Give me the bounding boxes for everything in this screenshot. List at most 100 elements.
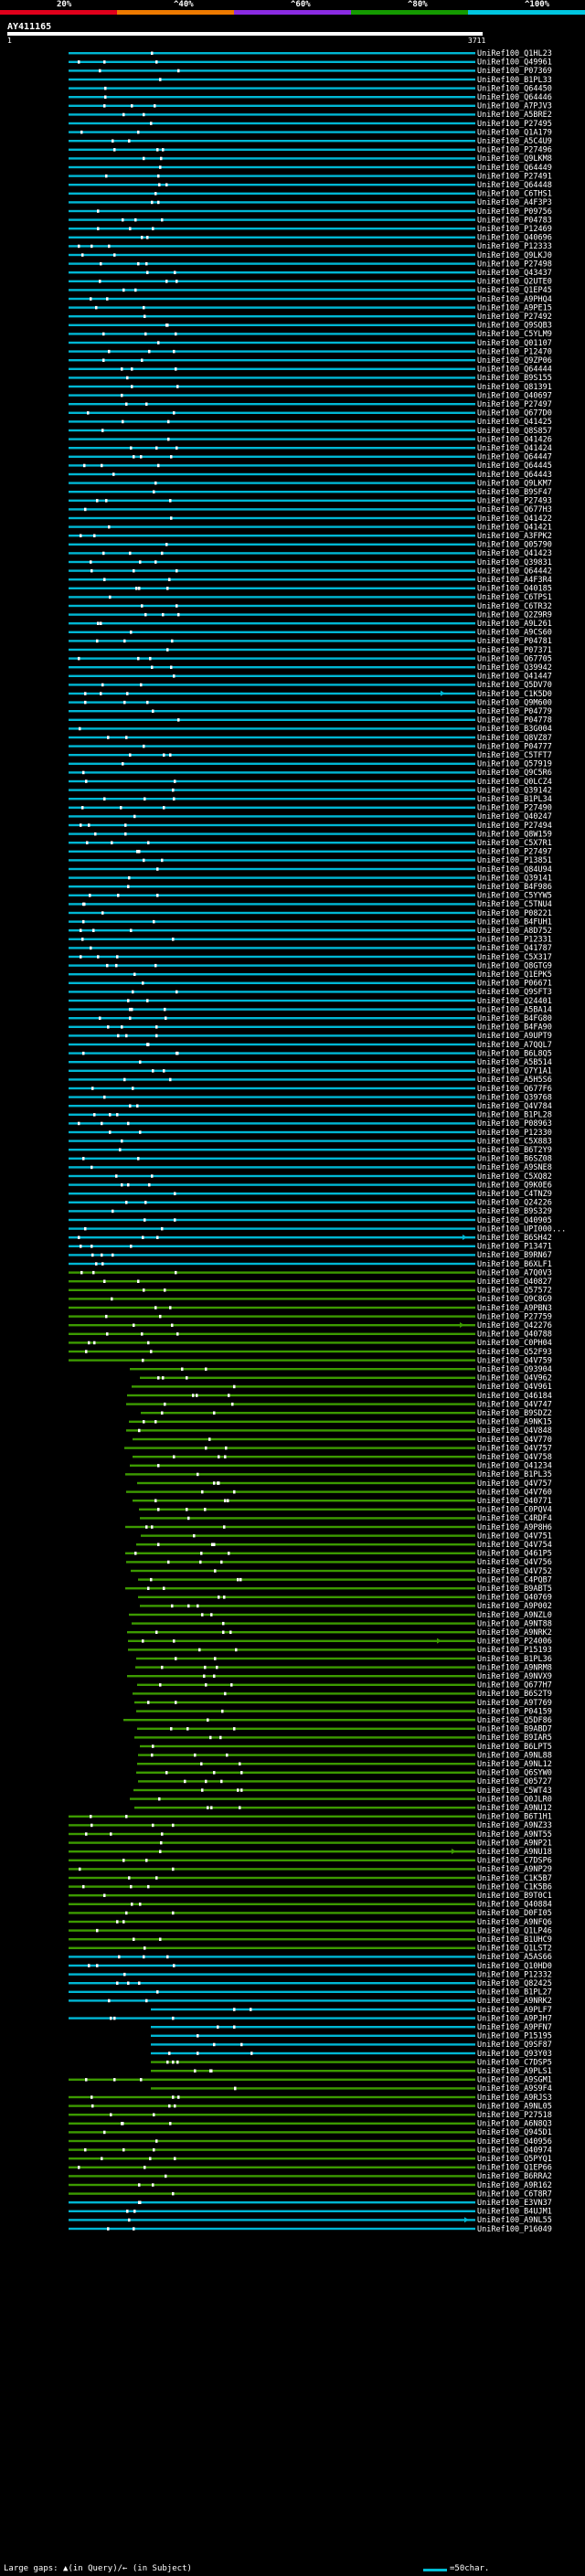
hit-row[interactable]: UniRef100_C4RDF4 [140,1514,552,1523]
hit-label[interactable]: UniRef100_Q41447 [477,673,552,682]
hit-label[interactable]: UniRef100_A4F3P3 [477,198,552,207]
hit-label[interactable]: UniRef100_B1PL33 [477,76,552,85]
alignment-bar[interactable] [69,1280,475,1283]
alignment-bar[interactable] [69,1359,475,1362]
alignment-bar[interactable] [69,604,475,608]
alignment-bar[interactable] [69,280,475,282]
hit-row[interactable]: UniRef100_A5C4U9 [69,137,552,146]
alignment-bar[interactable] [69,464,475,467]
alignment-bar[interactable] [69,359,475,362]
hit-row[interactable]: UniRef100_A9NP29 [69,1865,552,1874]
hit-label[interactable]: UniRef100_Q4V754 [477,1541,552,1550]
alignment-bar[interactable] [127,1394,475,1397]
hit-label[interactable]: UniRef100_P12330 [477,1129,552,1138]
hit-label[interactable]: UniRef100_A5H5S6 [477,1076,552,1085]
hit-row[interactable]: UniRef100_P27491 [69,172,552,181]
hit-row[interactable]: UniRef100_A9PBN3 [69,1304,552,1313]
hit-label[interactable]: UniRef100_Q64443 [477,471,552,480]
hit-row[interactable]: UniRef100_A9PLF7 [151,2006,552,2015]
alignment-bar[interactable] [69,1025,475,1028]
hit-label[interactable]: UniRef100_C1K5B7 [477,1874,552,1883]
hit-row[interactable]: UniRef100_Q41424 [69,444,552,453]
hit-row[interactable]: UniRef100_P08221 [69,909,552,918]
hit-label[interactable]: UniRef100_P07369 [477,67,552,76]
hit-row[interactable]: UniRef100_Q84U94 [69,865,552,875]
hit-label[interactable]: UniRef100_A9P8H6 [477,1523,552,1532]
hit-label[interactable]: UniRef100_A9PLS1 [477,2067,552,2076]
hit-row[interactable]: UniRef100_Q40185 [69,585,552,594]
alignment-bar[interactable] [69,1973,475,1976]
hit-label[interactable]: UniRef100_P16049 [477,2225,552,2234]
alignment-bar[interactable] [69,727,475,730]
hit-label[interactable]: UniRef100_P04778 [477,716,552,726]
hit-row[interactable]: UniRef100_A6N8Q3 [69,2120,552,2129]
hit-row[interactable]: UniRef100_C0PQV4 [139,1506,552,1515]
alignment-bar[interactable] [69,1105,475,1108]
hit-label[interactable]: UniRef100_Q4V848 [477,1426,552,1436]
hit-label[interactable]: UniRef100_D0FI05 [477,1909,552,1918]
hit-label[interactable]: UniRef100_A3FPK2 [477,532,552,541]
hit-label[interactable]: UniRef100_Q40827 [477,1277,552,1287]
alignment-bar[interactable] [69,1061,475,1064]
alignment-bar[interactable] [69,131,475,133]
hit-row[interactable]: UniRef100_Q40769 [138,1594,552,1603]
alignment-bar[interactable] [125,1552,475,1554]
hit-row[interactable]: UniRef100_A7Q0V3 [69,1268,552,1277]
hit-row[interactable]: UniRef100_Q4V751 [141,1532,552,1541]
hit-label[interactable]: UniRef100_P04777 [477,742,552,751]
hit-label[interactable]: UniRef100_A9NK15 [477,1418,552,1427]
hit-label[interactable]: UniRef100_Q67705 [477,654,552,663]
hit-row[interactable]: UniRef100_Q1EP66 [69,2164,552,2173]
hit-row[interactable]: UniRef100_A9PLS1 [151,2067,552,2076]
hit-label[interactable]: UniRef100_B4FA90 [477,1023,552,1033]
hit-row[interactable]: UniRef100_Q9ZP06 [69,356,552,366]
alignment-bar[interactable] [134,1807,475,1809]
hit-label[interactable]: UniRef100_A7Q0V3 [477,1268,552,1277]
hit-label[interactable]: UniRef100_A9R162 [477,2181,552,2190]
hit-row[interactable]: UniRef100_Q40884 [69,1901,552,1910]
hit-label[interactable]: UniRef100_C5YLM9 [477,330,552,339]
hit-label[interactable]: UniRef100_A6N8Q3 [477,2120,552,2129]
hit-label[interactable]: UniRef100_Q4V962 [477,1374,552,1383]
hit-row[interactable]: UniRef100_A9RJS3 [69,2094,552,2103]
hit-label[interactable]: UniRef100_Q4V752 [477,1567,552,1576]
alignment-bar[interactable] [69,1130,475,1134]
alignment-bar[interactable] [69,560,475,564]
alignment-bar[interactable] [151,2034,475,2037]
alignment-bar[interactable] [69,2139,475,2143]
alignment-bar[interactable] [69,1078,475,1081]
alignment-bar[interactable] [69,2192,475,2195]
alignment-bar[interactable] [69,1350,475,1353]
hit-row[interactable]: UniRef100_Q93Y03 [151,2050,552,2059]
alignment-bar[interactable] [69,1324,475,1327]
hit-label[interactable]: UniRef100_Q677F6 [477,1085,552,1094]
hit-label[interactable]: UniRef100_B1PL28 [477,1111,552,1120]
hit-label[interactable]: UniRef100_A4F3R4 [477,576,552,585]
hit-label[interactable]: UniRef100_A9NT88 [477,1619,552,1628]
hit-row[interactable]: UniRef100_A9CS60 [69,629,552,638]
hit-row[interactable]: UniRef100_Q39142 [69,786,552,795]
hit-label[interactable]: UniRef100_Q40905 [477,1216,552,1225]
alignment-bar[interactable] [69,60,475,63]
hit-row[interactable]: UniRef100_Q5DF86 [123,1716,552,1725]
alignment-bar[interactable] [151,2026,475,2029]
alignment-bar[interactable] [140,1605,475,1607]
hit-label[interactable]: UniRef100_P27491 [477,172,552,181]
hit-label[interactable]: UniRef100_Q4V758 [477,1453,552,1462]
hit-label[interactable]: UniRef100_P04783 [477,216,552,225]
hit-label[interactable]: UniRef100_B9ABT5 [477,1585,552,1594]
hit-label[interactable]: UniRef100_A9NVX9 [477,1672,552,1681]
hit-label[interactable]: UniRef100_A9PJH7 [477,2014,552,2023]
hit-label[interactable]: UniRef100_A9PHQ4 [477,295,552,304]
hit-row[interactable]: UniRef100_B9S155 [69,374,552,383]
hit-row[interactable]: UniRef100_P13471 [69,1243,552,1252]
alignment-bar[interactable] [151,2070,475,2072]
hit-row[interactable]: UniRef100_B4F986 [69,883,552,892]
alignment-bar[interactable] [69,1990,475,1993]
alignment-bar[interactable] [69,1956,475,1958]
hit-label[interactable]: UniRef100_Q41234 [477,1462,552,1471]
hit-row[interactable]: UniRef100_C5X7R1 [69,839,552,848]
alignment-bar[interactable] [69,762,475,765]
alignment-bar[interactable] [137,1727,475,1730]
hit-label[interactable]: UniRef100_Q677H3 [477,505,552,514]
